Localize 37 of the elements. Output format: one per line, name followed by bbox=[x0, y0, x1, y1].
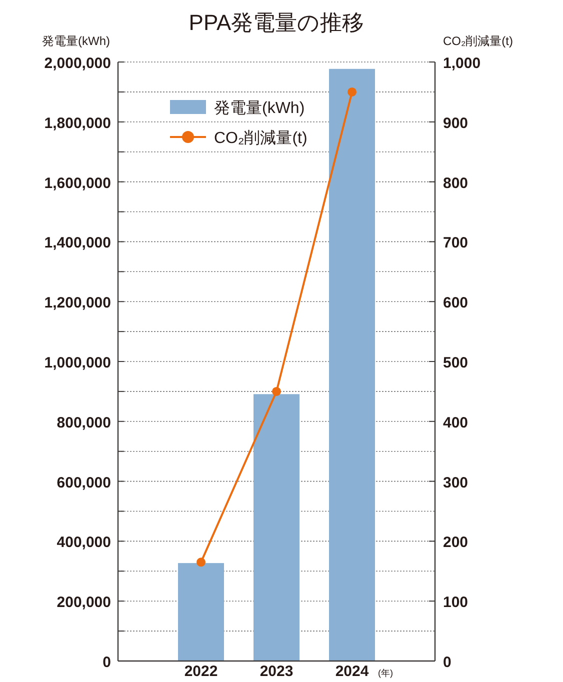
x-tick-label: 2024 bbox=[335, 663, 370, 680]
y-tick-label: 1,800,000 bbox=[44, 114, 111, 132]
y2-axis-title: CO₂削減量(t) bbox=[443, 34, 513, 48]
x-tick-label: 2023 bbox=[260, 663, 294, 680]
y2-tick-label: 0 bbox=[443, 654, 452, 671]
y-tick-label: 600,000 bbox=[56, 474, 111, 492]
y-tick-label: 0 bbox=[102, 654, 111, 671]
y2-tick-label: 100 bbox=[443, 594, 468, 612]
legend-label: 発電量(kWh) bbox=[214, 100, 305, 117]
y2-tick-label: 200 bbox=[443, 534, 468, 552]
y-tick-label: 800,000 bbox=[56, 414, 111, 432]
x-tick-label: 2022 bbox=[184, 663, 218, 680]
point bbox=[272, 386, 281, 396]
y-tick-label: 200,000 bbox=[56, 594, 111, 612]
y2-tick-label: 800 bbox=[443, 174, 468, 192]
y-tick-label: 1,000,000 bbox=[44, 354, 111, 372]
chart-title: PPA発電量の推移 bbox=[188, 10, 364, 35]
bar bbox=[329, 68, 375, 661]
y2-tick-label: 1,000 bbox=[443, 55, 481, 72]
point bbox=[196, 558, 206, 567]
x-axis-title: (年) bbox=[378, 668, 393, 678]
y-axis-title: 発電量(kWh) bbox=[42, 34, 110, 48]
y-tick-label: 1,200,000 bbox=[44, 294, 111, 312]
y2-tick-label: 600 bbox=[443, 294, 468, 312]
y2-tick-label: 400 bbox=[443, 414, 468, 432]
point bbox=[348, 87, 356, 96]
y2-tick-label: 700 bbox=[443, 234, 468, 252]
y-tick-label: 1,600,000 bbox=[44, 174, 111, 192]
legend-label: CO₂削減量(t) bbox=[214, 129, 308, 147]
bar bbox=[178, 563, 224, 661]
bar bbox=[254, 394, 300, 661]
y-tick-label: 2,000,000 bbox=[44, 55, 111, 72]
y-tick-label: 400,000 bbox=[56, 534, 111, 552]
y2-tick-label: 900 bbox=[443, 114, 468, 132]
y2-tick-label: 500 bbox=[443, 354, 468, 372]
y-tick-label: 1,400,000 bbox=[44, 234, 111, 252]
y2-tick-label: 300 bbox=[443, 474, 468, 492]
